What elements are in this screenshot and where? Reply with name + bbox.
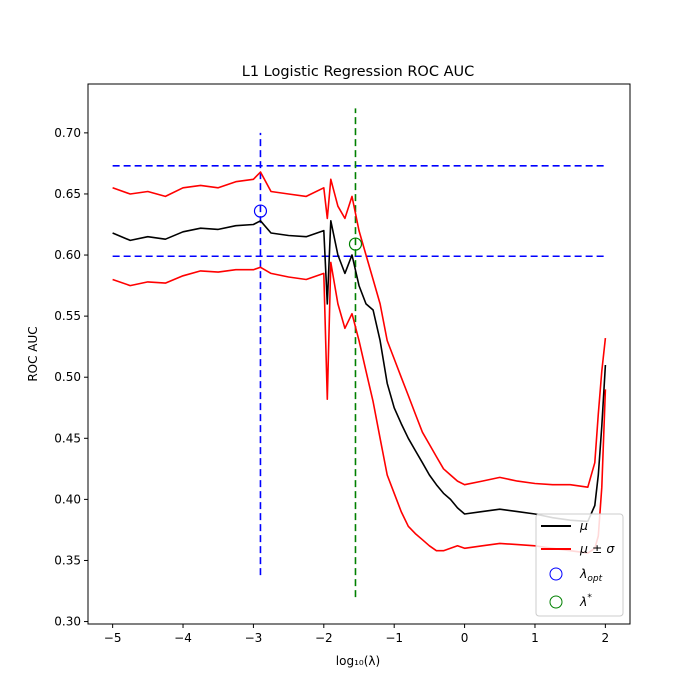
reference-lines <box>112 108 606 598</box>
x-tick-label: −2 <box>315 631 333 645</box>
y-tick-label: 0.35 <box>54 553 81 567</box>
y-tick-label: 0.65 <box>54 187 81 201</box>
y-tick-label: 0.30 <box>54 615 81 629</box>
lambda-star-marker <box>348 237 363 251</box>
y-tick-label: 0.60 <box>54 248 81 262</box>
axes-frame <box>87 83 631 625</box>
legend-opt-marker <box>549 567 563 581</box>
x-axis-ticks: −5 −4 −3 −2 −1 0 1 2 <box>104 624 609 645</box>
legend-star-label: λ* <box>579 593 592 609</box>
legend: μ μ ± σ λopt λ* <box>535 513 624 617</box>
x-tick-label: −5 <box>104 631 122 645</box>
upper-band-line <box>112 171 607 489</box>
y-tick-label: 0.50 <box>54 370 81 384</box>
x-tick-label: 1 <box>531 631 539 645</box>
series-lines <box>112 171 607 554</box>
legend-mean-label: μ <box>579 518 588 533</box>
y-tick-label: 0.40 <box>54 492 81 506</box>
chart-title: L1 Logistic Regression ROC AUC <box>242 64 475 80</box>
y-tick-label: 0.70 <box>54 126 81 140</box>
y-axis-ticks: 0.30 0.35 0.40 0.45 0.50 0.55 0.60 0.65 0.70 <box>54 126 88 629</box>
x-tick-label: −4 <box>174 631 192 645</box>
lambda-opt-marker <box>253 204 268 218</box>
y-axis-title: ROC AUC <box>26 326 40 381</box>
legend-star-superscript: * <box>587 593 592 603</box>
x-tick-label: −1 <box>385 631 403 645</box>
y-tick-label: 0.45 <box>54 431 81 445</box>
legend-band-label: μ ± σ <box>579 541 615 556</box>
legend-opt-label: λopt <box>579 566 603 584</box>
y-tick-label: 0.55 <box>54 309 81 323</box>
legend-star-marker <box>549 595 563 609</box>
markers <box>253 204 363 251</box>
x-tick-label: 0 <box>461 631 469 645</box>
legend-box <box>535 513 624 617</box>
legend-opt-subscript: opt <box>587 574 602 584</box>
plot-area: −5 −4 −3 −2 −1 0 1 2 0.300.350.400.450.500.550.… <box>54 83 631 645</box>
x-tick-label: −3 <box>245 631 263 645</box>
lower-band-line <box>112 261 607 554</box>
x-axis-title: log₁₀(λ) <box>336 654 380 668</box>
mean-line <box>112 220 607 523</box>
x-tick-label: 2 <box>602 631 610 645</box>
